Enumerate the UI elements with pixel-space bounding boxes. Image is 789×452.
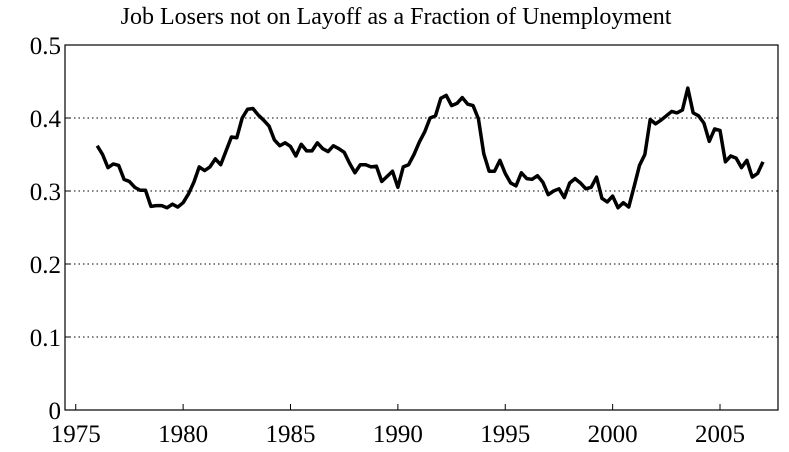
y-tick-label: 0.3 bbox=[30, 179, 61, 206]
y-tick-label: 0.5 bbox=[30, 33, 61, 60]
y-tick-label: 0.4 bbox=[30, 106, 62, 133]
x-tick-label: 1975 bbox=[51, 421, 101, 448]
x-tick-label: 1980 bbox=[158, 421, 208, 448]
chart-title: Job Losers not on Layoff as a Fraction o… bbox=[121, 4, 672, 30]
x-tick-label: 2005 bbox=[695, 421, 745, 448]
line-series bbox=[95, 86, 765, 210]
y-tick-label: 0.1 bbox=[30, 325, 61, 352]
x-tick-label: 1990 bbox=[373, 421, 423, 448]
x-tick-label: 2000 bbox=[588, 421, 638, 448]
plot-frame bbox=[64, 44, 779, 411]
x-tick-label: 1985 bbox=[265, 421, 315, 448]
x-tick-label: 1995 bbox=[480, 421, 530, 448]
y-tick-label: 0.2 bbox=[30, 252, 61, 279]
y-tick-label: 0 bbox=[49, 398, 62, 425]
